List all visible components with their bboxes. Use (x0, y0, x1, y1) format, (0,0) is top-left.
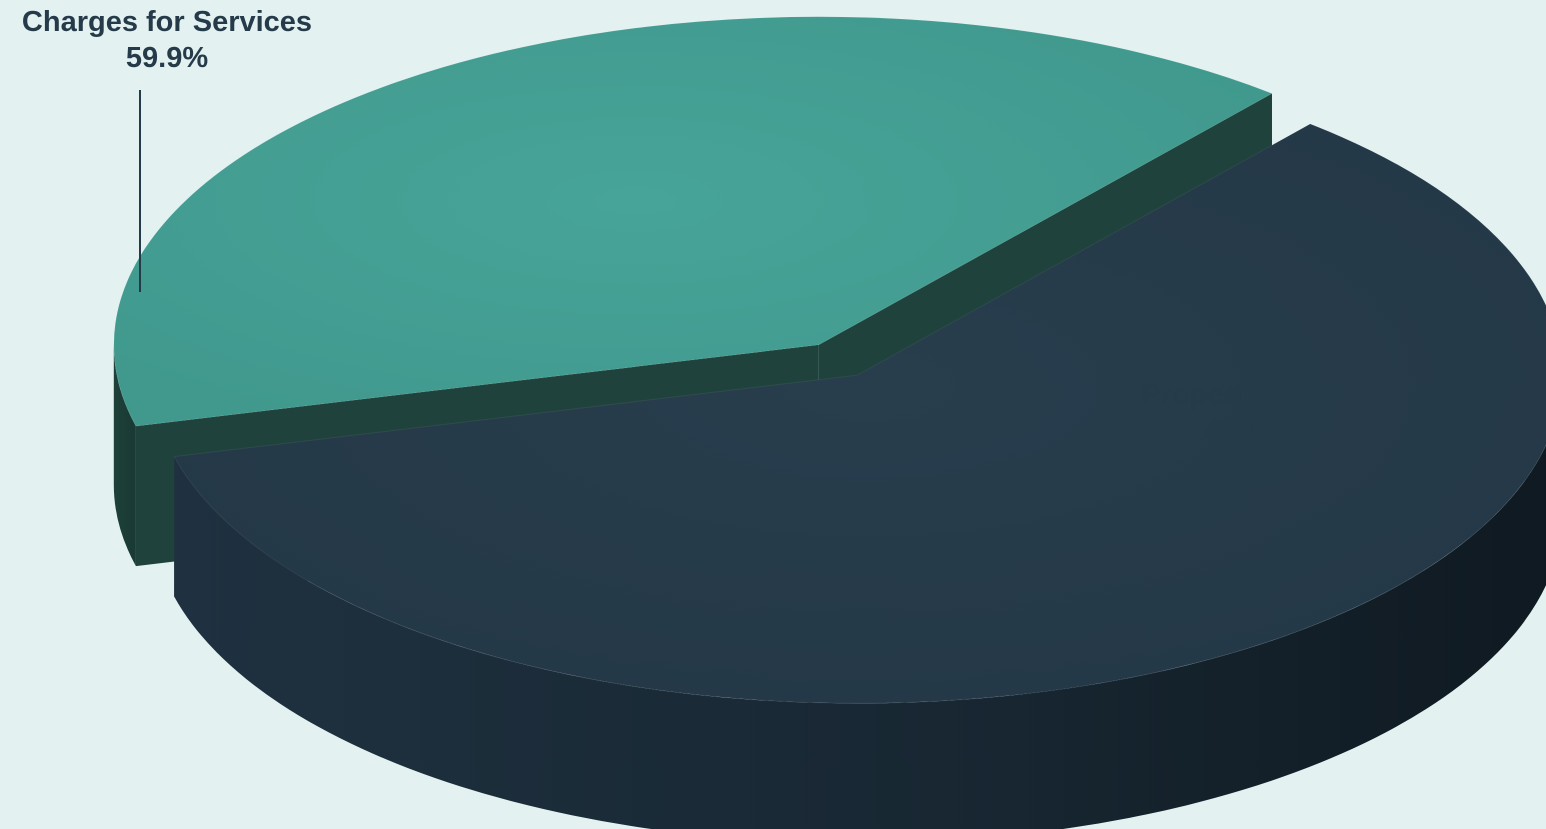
slice-side-property-taxes (113, 344, 136, 567)
slice-label-property-name: Property Taxes (1141, 379, 1349, 411)
slice-label-charges-name: Charges for Services (21, 6, 313, 38)
slice-top-property-taxes (113, 16, 1274, 427)
slice-top-charges-for-services (173, 123, 1546, 704)
slice-label-property-percent: 40.1% (1203, 415, 1287, 447)
slice-label-charges: Charges for Services 59.9% (0, 4, 334, 76)
slice-label-property: Property Taxes 40.1% (1070, 377, 1420, 449)
slice-label-charges-percent: 59.9% (125, 42, 209, 74)
slice-side-charges-for-services (174, 445, 1546, 829)
